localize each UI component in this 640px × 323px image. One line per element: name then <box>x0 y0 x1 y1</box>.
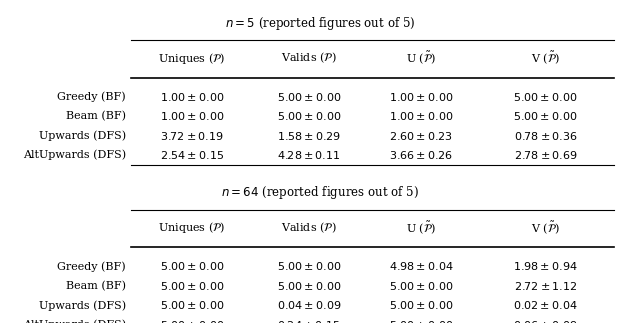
Text: $5.00 \pm 0.00$: $5.00 \pm 0.00$ <box>276 260 341 273</box>
Text: $1.00 \pm 0.00$: $1.00 \pm 0.00$ <box>160 91 224 103</box>
Text: $n = 64$ (reported figures out of 5): $n = 64$ (reported figures out of 5) <box>221 184 419 201</box>
Text: Uniques ($\mathcal{P}$): Uniques ($\mathcal{P}$) <box>158 51 226 66</box>
Text: $0.02 \pm 0.04$: $0.02 \pm 0.04$ <box>513 299 578 311</box>
Text: $5.00 \pm 0.00$: $5.00 \pm 0.00$ <box>388 318 453 323</box>
Text: $5.00 \pm 0.00$: $5.00 \pm 0.00$ <box>513 91 578 103</box>
Text: $2.54 \pm 0.15$: $2.54 \pm 0.15$ <box>160 149 224 161</box>
Text: $5.00 \pm 0.00$: $5.00 \pm 0.00$ <box>276 91 341 103</box>
Text: $5.00 \pm 0.00$: $5.00 \pm 0.00$ <box>160 318 224 323</box>
Text: U ($\tilde{\mathcal{P}}$): U ($\tilde{\mathcal{P}}$) <box>406 50 436 67</box>
Text: $1.00 \pm 0.00$: $1.00 \pm 0.00$ <box>388 91 453 103</box>
Text: $2.60 \pm 0.23$: $2.60 \pm 0.23$ <box>389 130 452 142</box>
Text: $3.66 \pm 0.26$: $3.66 \pm 0.26$ <box>389 149 452 161</box>
Text: Greedy (BF): Greedy (BF) <box>58 261 126 272</box>
Text: Beam (BF): Beam (BF) <box>66 281 126 291</box>
Text: Beam (BF): Beam (BF) <box>66 111 126 121</box>
Text: $0.24 \pm 0.15$: $0.24 \pm 0.15$ <box>277 318 340 323</box>
Text: $2.78 \pm 0.69$: $2.78 \pm 0.69$ <box>514 149 577 161</box>
Text: $5.00 \pm 0.00$: $5.00 \pm 0.00$ <box>160 299 224 311</box>
Text: $3.72 \pm 0.19$: $3.72 \pm 0.19$ <box>160 130 224 142</box>
Text: Uniques ($\mathcal{P}$): Uniques ($\mathcal{P}$) <box>158 220 226 235</box>
Text: $2.72 \pm 1.12$: $2.72 \pm 1.12$ <box>514 280 577 292</box>
Text: Upwards (DFS): Upwards (DFS) <box>39 130 126 141</box>
Text: $0.78 \pm 0.36$: $0.78 \pm 0.36$ <box>514 130 577 142</box>
Text: $1.58 \pm 0.29$: $1.58 \pm 0.29$ <box>277 130 340 142</box>
Text: $5.00 \pm 0.00$: $5.00 \pm 0.00$ <box>388 299 453 311</box>
Text: AltUpwards (DFS): AltUpwards (DFS) <box>23 150 126 160</box>
Text: V ($\tilde{\mathcal{P}}$): V ($\tilde{\mathcal{P}}$) <box>531 219 560 236</box>
Text: $0.06 \pm 0.09$: $0.06 \pm 0.09$ <box>513 318 578 323</box>
Text: Valids ($\mathcal{P}$): Valids ($\mathcal{P}$) <box>281 221 337 235</box>
Text: AltUpwards (DFS): AltUpwards (DFS) <box>23 319 126 323</box>
Text: U ($\tilde{\mathcal{P}}$): U ($\tilde{\mathcal{P}}$) <box>406 219 436 236</box>
Text: $4.98 \pm 0.04$: $4.98 \pm 0.04$ <box>388 260 453 273</box>
Text: $4.28 \pm 0.11$: $4.28 \pm 0.11$ <box>277 149 340 161</box>
Text: Upwards (DFS): Upwards (DFS) <box>39 300 126 310</box>
Text: $5.00 \pm 0.00$: $5.00 \pm 0.00$ <box>513 110 578 122</box>
Text: $5.00 \pm 0.00$: $5.00 \pm 0.00$ <box>160 260 224 273</box>
Text: $1.00 \pm 0.00$: $1.00 \pm 0.00$ <box>160 110 224 122</box>
Text: $1.98 \pm 0.94$: $1.98 \pm 0.94$ <box>513 260 578 273</box>
Text: $n = 5$ (reported figures out of 5): $n = 5$ (reported figures out of 5) <box>225 15 415 32</box>
Text: $5.00 \pm 0.00$: $5.00 \pm 0.00$ <box>276 280 341 292</box>
Text: $1.00 \pm 0.00$: $1.00 \pm 0.00$ <box>388 110 453 122</box>
Text: $0.04 \pm 0.09$: $0.04 \pm 0.09$ <box>276 299 341 311</box>
Text: Valids ($\mathcal{P}$): Valids ($\mathcal{P}$) <box>281 51 337 65</box>
Text: Greedy (BF): Greedy (BF) <box>58 92 126 102</box>
Text: $5.00 \pm 0.00$: $5.00 \pm 0.00$ <box>276 110 341 122</box>
Text: V ($\tilde{\mathcal{P}}$): V ($\tilde{\mathcal{P}}$) <box>531 50 560 67</box>
Text: $5.00 \pm 0.00$: $5.00 \pm 0.00$ <box>388 280 453 292</box>
Text: $5.00 \pm 0.00$: $5.00 \pm 0.00$ <box>160 280 224 292</box>
